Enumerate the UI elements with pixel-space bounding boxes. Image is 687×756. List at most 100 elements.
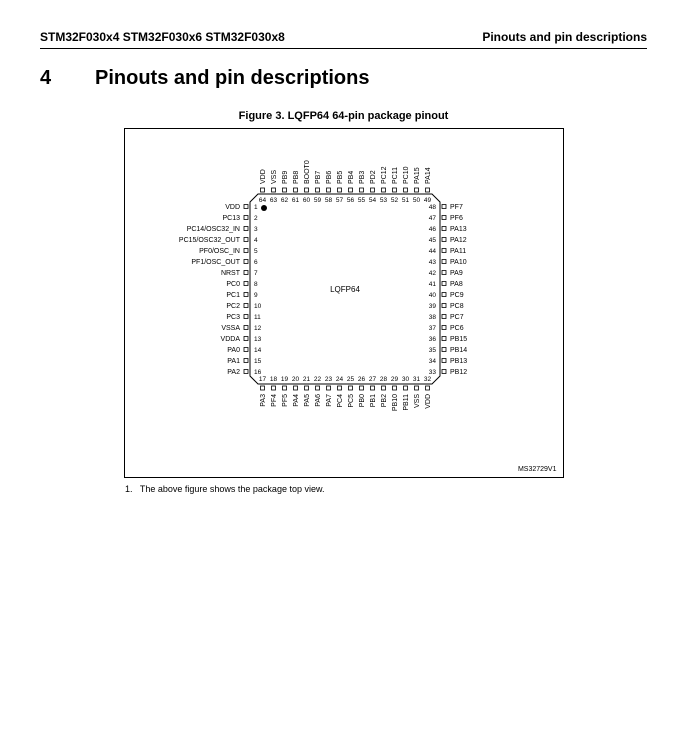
- pin-number: 26: [357, 376, 365, 383]
- pin-label: PF5: [282, 394, 289, 407]
- pin-pad: [348, 188, 352, 192]
- pinout-diagram: LQFP641VDD2PC133PC14/OSC32_IN4PC15/OSC32…: [125, 129, 565, 479]
- figure-caption: Figure 3. LQFP64 64-pin package pinout: [40, 110, 647, 122]
- pin-label: PB11: [403, 394, 410, 411]
- pin-label: PF0/OSC_IN: [199, 248, 240, 255]
- pin-pad: [442, 227, 446, 231]
- pin-label: VSS: [414, 394, 421, 408]
- pin-label: PB1: [370, 394, 377, 407]
- pin-number: 2: [254, 215, 258, 222]
- chip-center-label: LQFP64: [330, 285, 360, 294]
- pin-label: PC10: [403, 166, 410, 184]
- pin-pad: [244, 337, 248, 341]
- pin-number: 25: [346, 376, 354, 383]
- pin-pad: [403, 386, 407, 390]
- pin-pad: [442, 348, 446, 352]
- pin-pad: [304, 386, 308, 390]
- pin-pad: [442, 315, 446, 319]
- pin-pad: [244, 227, 248, 231]
- pin-pad: [359, 386, 363, 390]
- pin-number: 30: [401, 376, 409, 383]
- pin-number: 23: [324, 376, 332, 383]
- pin-label: PA6: [315, 394, 322, 407]
- pin-number: 20: [291, 376, 299, 383]
- pin-label: PC2: [226, 303, 240, 310]
- pin-label: PA13: [450, 226, 467, 233]
- pin-number: 49: [423, 197, 431, 204]
- pin-number: 50: [412, 197, 420, 204]
- figure-ref-id: MS32729V1: [518, 466, 557, 473]
- pin-number: 19: [280, 376, 288, 383]
- pin-label: PB6: [326, 171, 333, 184]
- pin-pad: [425, 188, 429, 192]
- pin-number: 24: [335, 376, 343, 383]
- pin-number: 47: [428, 215, 436, 222]
- pin-pad: [381, 386, 385, 390]
- pin-number: 42: [428, 270, 436, 277]
- pin-number: 57: [335, 197, 343, 204]
- pin-number: 40: [428, 292, 436, 299]
- pin-pad: [293, 188, 297, 192]
- pin-pad: [244, 359, 248, 363]
- pin-label: PA0: [227, 347, 240, 354]
- pin-number: 11: [254, 314, 261, 321]
- pin-number: 29: [390, 376, 398, 383]
- pin-label: PB3: [359, 171, 366, 184]
- pin-number: 34: [428, 358, 436, 365]
- pin-label: PB13: [450, 358, 467, 365]
- pin-label: VSS: [271, 170, 278, 184]
- pin-number: 37: [428, 325, 436, 332]
- pin-pad: [315, 188, 319, 192]
- pin-pad: [293, 386, 297, 390]
- pin-pad: [326, 386, 330, 390]
- pin-pad: [442, 205, 446, 209]
- pin-number: 35: [428, 347, 436, 354]
- pin-label: VDD: [260, 169, 267, 184]
- pin-pad: [260, 188, 264, 192]
- pin-pad: [414, 386, 418, 390]
- pin-label: PC1: [226, 292, 240, 299]
- pin-label: PC14/OSC32_IN: [186, 226, 239, 233]
- pin-number: 22: [313, 376, 321, 383]
- pin-pad: [304, 188, 308, 192]
- pin-number: 41: [428, 281, 436, 288]
- pin-label: PB10: [392, 394, 399, 411]
- pin-pad: [381, 188, 385, 192]
- pin-number: 64: [258, 197, 266, 204]
- pin-number: 55: [357, 197, 365, 204]
- pin-number: 38: [428, 314, 436, 321]
- header-rule: [40, 48, 647, 49]
- section-title: Pinouts and pin descriptions: [95, 67, 369, 90]
- pin-label: PC3: [226, 314, 240, 321]
- pin-pad: [271, 386, 275, 390]
- pin-pad: [260, 386, 264, 390]
- pin-number: 63: [269, 197, 277, 204]
- pin-number: 58: [324, 197, 332, 204]
- pin-label: PB12: [450, 369, 467, 376]
- pin-number: 43: [428, 259, 436, 266]
- pin-number: 32: [423, 376, 431, 383]
- pin-label: PA14: [425, 167, 432, 184]
- header-right: Pinouts and pin descriptions: [482, 30, 647, 44]
- pin-label: NRST: [220, 270, 240, 277]
- pin-pad: [442, 337, 446, 341]
- figure-frame: LQFP641VDD2PC133PC14/OSC32_IN4PC15/OSC32…: [124, 128, 564, 478]
- pin-pad: [244, 282, 248, 286]
- pin-number: 48: [428, 204, 436, 211]
- pin-label: PC8: [450, 303, 464, 310]
- pin-label: PC13: [222, 215, 240, 222]
- pin-label: PB15: [450, 336, 467, 343]
- pin-label: PB8: [293, 171, 300, 184]
- pin-pad: [244, 238, 248, 242]
- pin-pad: [403, 188, 407, 192]
- pin-pad: [244, 304, 248, 308]
- pin-pad: [337, 386, 341, 390]
- pin-number: 1: [254, 204, 258, 211]
- page: STM32F030x4 STM32F030x6 STM32F030x8 Pino…: [0, 0, 687, 524]
- pin-number: 44: [428, 248, 436, 255]
- pin-pad: [442, 326, 446, 330]
- pin-label: PC6: [450, 325, 464, 332]
- pin-label: PB9: [282, 171, 289, 184]
- pin-number: 61: [291, 197, 299, 204]
- pin-number: 28: [379, 376, 387, 383]
